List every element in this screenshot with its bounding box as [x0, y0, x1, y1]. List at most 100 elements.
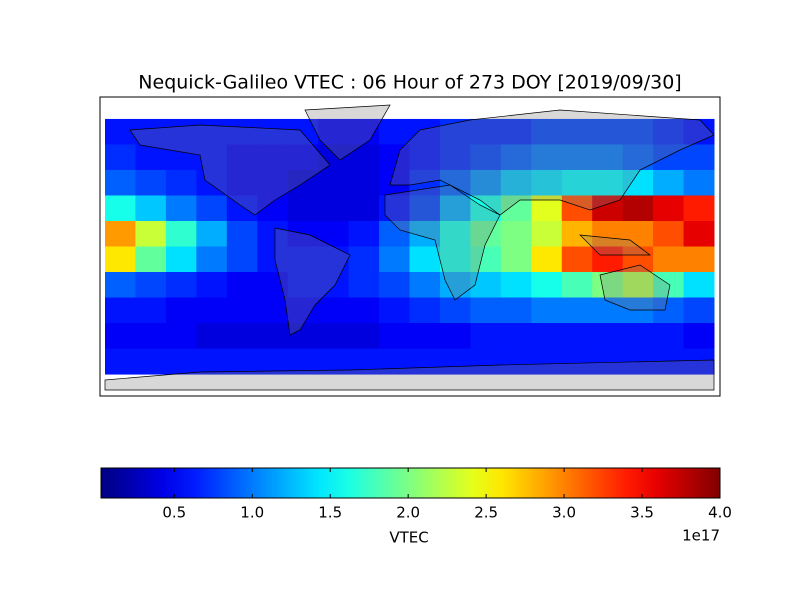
heat-cell: [409, 169, 441, 196]
heat-cell: [622, 195, 654, 222]
heat-cell: [379, 144, 410, 171]
heat-cell: [683, 348, 715, 375]
heat-cell: [683, 118, 715, 145]
heat-cell: [592, 169, 624, 196]
heat-cell: [105, 118, 136, 145]
heat-cell: [470, 348, 502, 375]
heat-cell: [409, 297, 441, 324]
heat-cell: [622, 169, 654, 196]
heat-cell: [500, 272, 532, 299]
heat-cell: [531, 169, 563, 196]
heat-cell: [653, 220, 685, 247]
heat-cell: [531, 323, 563, 350]
antarctica: [104, 359, 715, 391]
heat-cell: [653, 323, 685, 350]
heat-cell: [531, 246, 563, 273]
heat-cell: [409, 272, 441, 299]
heat-cell: [622, 297, 654, 324]
heat-cell: [257, 297, 289, 324]
heat-cell: [287, 323, 319, 350]
heat-cell: [439, 220, 471, 247]
heat-cell: [592, 297, 624, 324]
heat-cell: [500, 323, 532, 350]
heat-cell: [348, 297, 380, 324]
colorbar-tick-label: 2.0: [396, 504, 420, 522]
greenland: [304, 104, 391, 161]
north-america: [129, 124, 331, 216]
heat-cell: [165, 195, 197, 222]
heat-cell: [561, 323, 593, 350]
heat-cell: [226, 246, 258, 273]
heat-cell: [105, 169, 136, 196]
heat-cell: [196, 220, 228, 247]
heat-cell: [379, 220, 410, 247]
heat-cell: [348, 246, 380, 273]
heat-cell: [105, 272, 136, 299]
heat-cell: [470, 118, 502, 145]
heat-cell: [379, 118, 410, 145]
heat-cell: [409, 118, 441, 145]
heat-cell: [196, 348, 228, 375]
australia: [599, 264, 671, 311]
heat-cell: [439, 323, 471, 350]
heat-cell: [531, 220, 563, 247]
heat-cell: [287, 297, 319, 324]
heat-cell: [105, 297, 136, 324]
heat-cell: [622, 272, 654, 299]
heat-cell: [165, 297, 197, 324]
heat-cell: [409, 144, 441, 171]
heat-cell: [196, 323, 228, 350]
heat-cell: [105, 220, 136, 247]
heat-cell: [531, 272, 563, 299]
heat-cell: [470, 169, 502, 196]
heat-cell: [318, 195, 350, 222]
heat-cell: [439, 144, 471, 171]
heat-cell: [653, 144, 685, 171]
heat-cell: [561, 144, 593, 171]
heat-cell: [226, 348, 258, 375]
heat-cell: [165, 323, 197, 350]
heat-cell: [105, 348, 136, 375]
heat-cell: [683, 323, 715, 350]
heat-cell: [561, 169, 593, 196]
heat-cell: [105, 246, 136, 273]
heat-cell: [592, 246, 624, 273]
colorbar-ticks: 0.5 1.0 1.5 2.0 2.5 3.0 3.5 4.0: [162, 468, 732, 522]
heat-cell: [500, 220, 532, 247]
heat-cell: [257, 246, 289, 273]
colorbar-tick-label: 0.5: [162, 504, 186, 522]
heat-cell: [257, 169, 289, 196]
africa: [384, 184, 501, 301]
colorbar-offset: 1e17: [682, 527, 720, 545]
eurasia: [389, 109, 715, 216]
heat-cell: [226, 169, 258, 196]
heat-cell: [470, 144, 502, 171]
heat-cell: [318, 118, 350, 145]
heat-cell: [287, 246, 319, 273]
colorbar: [100, 467, 721, 499]
heat-cell: [439, 297, 471, 324]
heat-cell: [470, 272, 502, 299]
heat-cell: [409, 348, 441, 375]
heat-cell: [226, 272, 258, 299]
heat-cell: [165, 220, 197, 247]
heat-cell: [622, 118, 654, 145]
heat-cell: [409, 195, 441, 222]
colorbar-tick-label: 2.5: [474, 504, 498, 522]
heat-cell: [439, 169, 471, 196]
heat-cell: [287, 118, 319, 145]
heat-cell: [561, 195, 593, 222]
colorbar-tick-label: 1.5: [318, 504, 342, 522]
heat-cell: [500, 246, 532, 273]
heat-cell: [135, 195, 167, 222]
heat-cell: [318, 297, 350, 324]
heat-cell: [257, 144, 289, 171]
heat-cell: [287, 195, 319, 222]
heat-cell: [165, 144, 197, 171]
heat-cell: [683, 220, 715, 247]
heat-cell: [379, 348, 410, 375]
south-america: [274, 227, 351, 336]
heat-cell: [135, 323, 167, 350]
heat-cell: [592, 118, 624, 145]
